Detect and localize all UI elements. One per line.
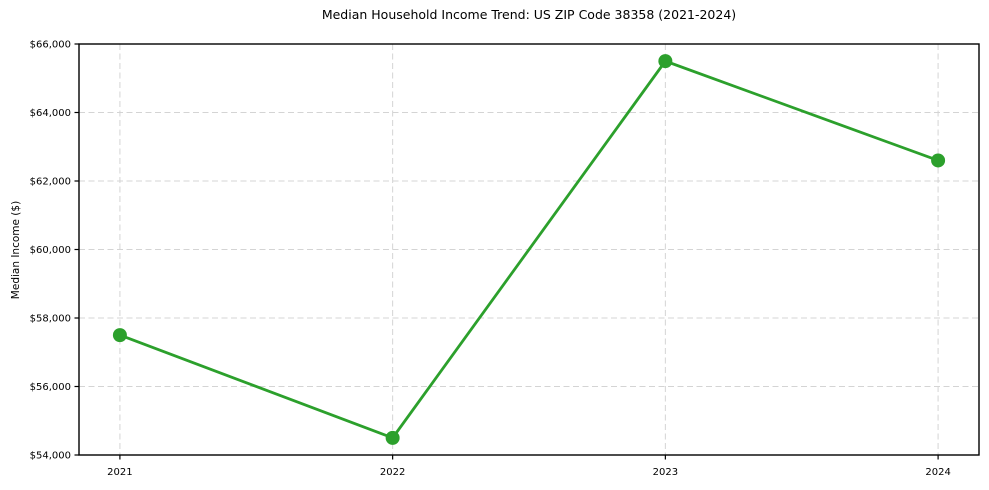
data-point-marker: [112, 328, 127, 343]
data-point-marker: [385, 430, 400, 445]
x-tick-label: 2023: [653, 467, 678, 478]
x-tick-label: 2021: [107, 467, 132, 478]
y-tick-label: $62,000: [30, 177, 71, 188]
x-tick-label: 2022: [380, 467, 405, 478]
data-point-marker: [931, 153, 946, 168]
y-tick-label: $66,000: [30, 40, 71, 51]
y-tick-label: $64,000: [30, 108, 71, 119]
y-tick-label: $56,000: [30, 382, 71, 393]
trend-line: [118, 59, 940, 440]
y-tick-label: $60,000: [30, 245, 71, 256]
chart-title: Median Household Income Trend: US ZIP Co…: [321, 7, 737, 22]
x-tick-label: 2024: [925, 467, 950, 478]
data-point-marker: [658, 54, 673, 69]
y-tick-label: $54,000: [30, 451, 71, 462]
y-tick-label: $58,000: [30, 314, 71, 325]
